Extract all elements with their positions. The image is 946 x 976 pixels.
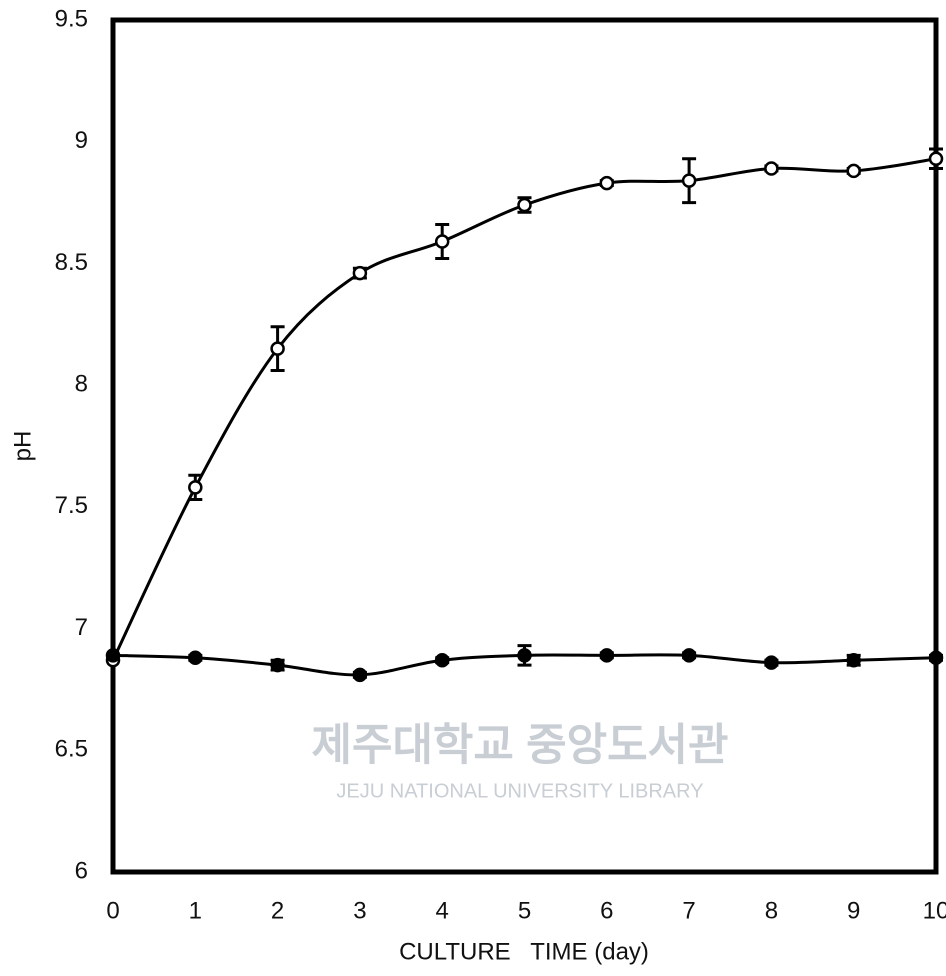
plot-frame <box>110 17 939 875</box>
x-tick-label: 1 <box>189 897 202 924</box>
data-point <box>517 648 532 663</box>
data-point <box>681 173 697 188</box>
data-point <box>764 655 779 670</box>
data-point <box>188 650 203 666</box>
x-axis-label: CULTURE TIME (day) <box>399 938 649 965</box>
watermark-title: 제주대학교 중앙도서관 <box>311 721 728 770</box>
x-tick-label: 0 <box>106 897 119 924</box>
x-tick-label: 6 <box>600 897 613 924</box>
data-point <box>270 657 285 673</box>
y-tick-label: 8 <box>75 370 88 397</box>
data-point <box>352 265 368 281</box>
data-point <box>764 161 779 176</box>
x-tick-label: 2 <box>271 897 284 924</box>
data-point <box>352 667 368 683</box>
y-tick-label: 6.5 <box>55 736 88 763</box>
x-tick-label: 8 <box>765 897 778 924</box>
y-axis-label: pH <box>9 431 36 462</box>
series-line <box>111 157 937 661</box>
y-tick-label: 8.5 <box>55 249 88 276</box>
data-point <box>105 648 121 663</box>
data-point <box>846 163 861 179</box>
watermark-subtitle: JEJU NATIONAL UNIVERSITY LIBRARY <box>336 780 703 802</box>
x-tick-label: 5 <box>518 897 531 924</box>
data-point <box>434 234 450 249</box>
y-tick-label: 7 <box>75 614 88 641</box>
data-point <box>270 341 285 356</box>
data-point <box>434 652 450 668</box>
y-tick-label: 6 <box>75 857 88 884</box>
data-point <box>517 197 532 213</box>
data-point <box>599 648 615 663</box>
data-point <box>681 648 697 663</box>
x-tick-label: 10 <box>923 897 946 924</box>
data-point <box>846 652 861 668</box>
x-tick-label: 7 <box>682 897 695 924</box>
data-point <box>188 480 203 495</box>
data-point <box>928 151 944 167</box>
y-tick-label: 9.5 <box>55 5 88 32</box>
x-tick-label: 9 <box>847 897 860 924</box>
data-point <box>928 650 944 666</box>
y-tick-label: 9 <box>75 127 88 154</box>
data-point <box>599 175 615 191</box>
x-tick-label: 4 <box>436 897 449 924</box>
y-tick-label: 7.5 <box>55 492 88 519</box>
x-tick-label: 3 <box>353 897 366 924</box>
